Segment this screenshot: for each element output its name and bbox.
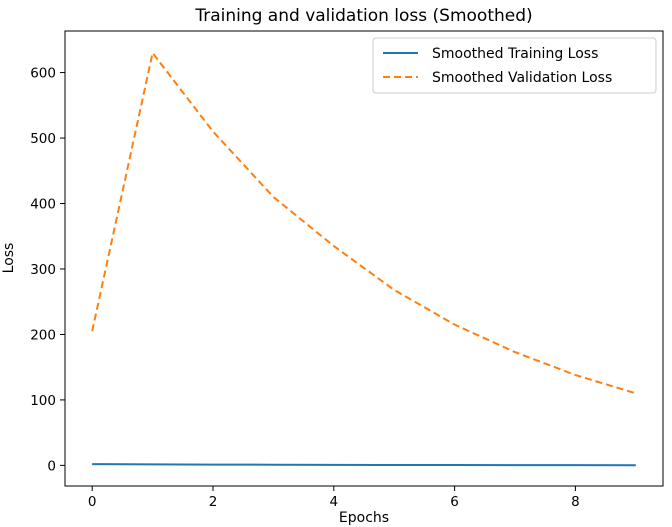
y-axis-label: Loss — [1, 243, 17, 274]
plot-area-frame — [64, 30, 664, 487]
x-axis: 0 2 4 6 8 — [88, 486, 580, 510]
x-tick-label: 0 — [88, 494, 97, 510]
x-tick-label: 8 — [571, 494, 580, 510]
legend-label-training: Smoothed Training Loss — [432, 46, 598, 62]
training-loss-line — [92, 463, 636, 467]
y-tick-label: 300 — [30, 262, 56, 278]
x-tick-label: 6 — [450, 494, 459, 510]
legend-box — [372, 37, 657, 94]
y-tick-label: 600 — [30, 66, 56, 82]
validation-loss-line — [91, 51, 637, 395]
y-tick-label: 400 — [30, 197, 56, 213]
y-tick-label: 200 — [30, 327, 56, 343]
y-axis: 0 100 200 300 400 500 600 — [30, 66, 65, 474]
y-tick-label: 500 — [30, 131, 56, 147]
y-tick-label: 0 — [47, 458, 56, 474]
series-layer — [91, 51, 637, 467]
x-tick-label: 4 — [330, 494, 339, 510]
y-tick-label: 100 — [30, 393, 56, 409]
chart-title: Training and validation loss (Smoothed) — [194, 6, 532, 26]
legend-label-validation: Smoothed Validation Loss — [432, 70, 612, 86]
x-tick-label: 2 — [209, 494, 218, 510]
legend: Smoothed Training Loss Smoothed Validati… — [372, 37, 657, 94]
x-axis-label: Epochs — [339, 510, 389, 526]
